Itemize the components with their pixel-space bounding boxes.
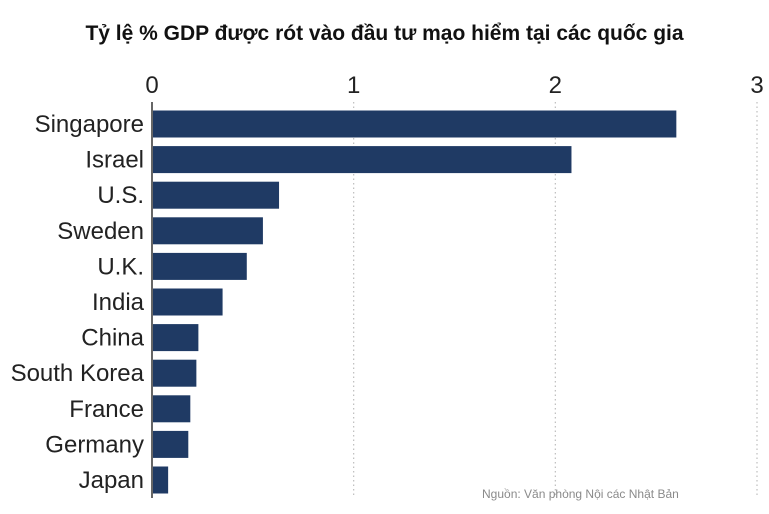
- chart-title: Tỷ lệ % GDP được rót vào đầu tư mạo hiểm…: [85, 22, 684, 45]
- bar-israel: [153, 146, 572, 174]
- bar-u-s: [153, 181, 280, 209]
- bar-china: [153, 324, 199, 352]
- bar-singapore: [153, 110, 677, 138]
- source-note: Nguồn: Văn phòng Nội các Nhật Bản: [482, 487, 679, 501]
- category-label: China: [81, 325, 144, 352]
- bars: [153, 110, 677, 494]
- category-labels: Singapore Israel U.S. Sweden U.K. India China S…: [11, 111, 145, 494]
- category-label: Singapore: [35, 111, 144, 138]
- bar-south-korea: [153, 359, 197, 387]
- x-tick-label: 0: [145, 72, 158, 99]
- category-label: South Korea: [11, 360, 145, 387]
- gridlines: [353, 102, 758, 498]
- x-tick-label: 2: [549, 72, 562, 99]
- x-tick-label: 3: [750, 72, 763, 99]
- x-tick-label: 1: [347, 72, 360, 99]
- bar-u-k: [153, 252, 247, 280]
- category-label: France: [69, 396, 144, 423]
- bar-germany: [153, 430, 189, 458]
- category-label: Japan: [79, 467, 144, 494]
- bar-japan: [153, 466, 169, 494]
- bar-sweden: [153, 217, 263, 245]
- category-label: U.S.: [97, 182, 144, 209]
- bar-india: [153, 288, 223, 316]
- x-tick-labels: 0 1 2 3: [145, 72, 763, 99]
- category-label: Germany: [45, 431, 144, 458]
- category-label: Sweden: [57, 218, 144, 245]
- category-label: Israel: [85, 147, 144, 174]
- category-label: India: [92, 289, 145, 316]
- bar-france: [153, 395, 191, 423]
- category-label: U.K.: [97, 253, 144, 280]
